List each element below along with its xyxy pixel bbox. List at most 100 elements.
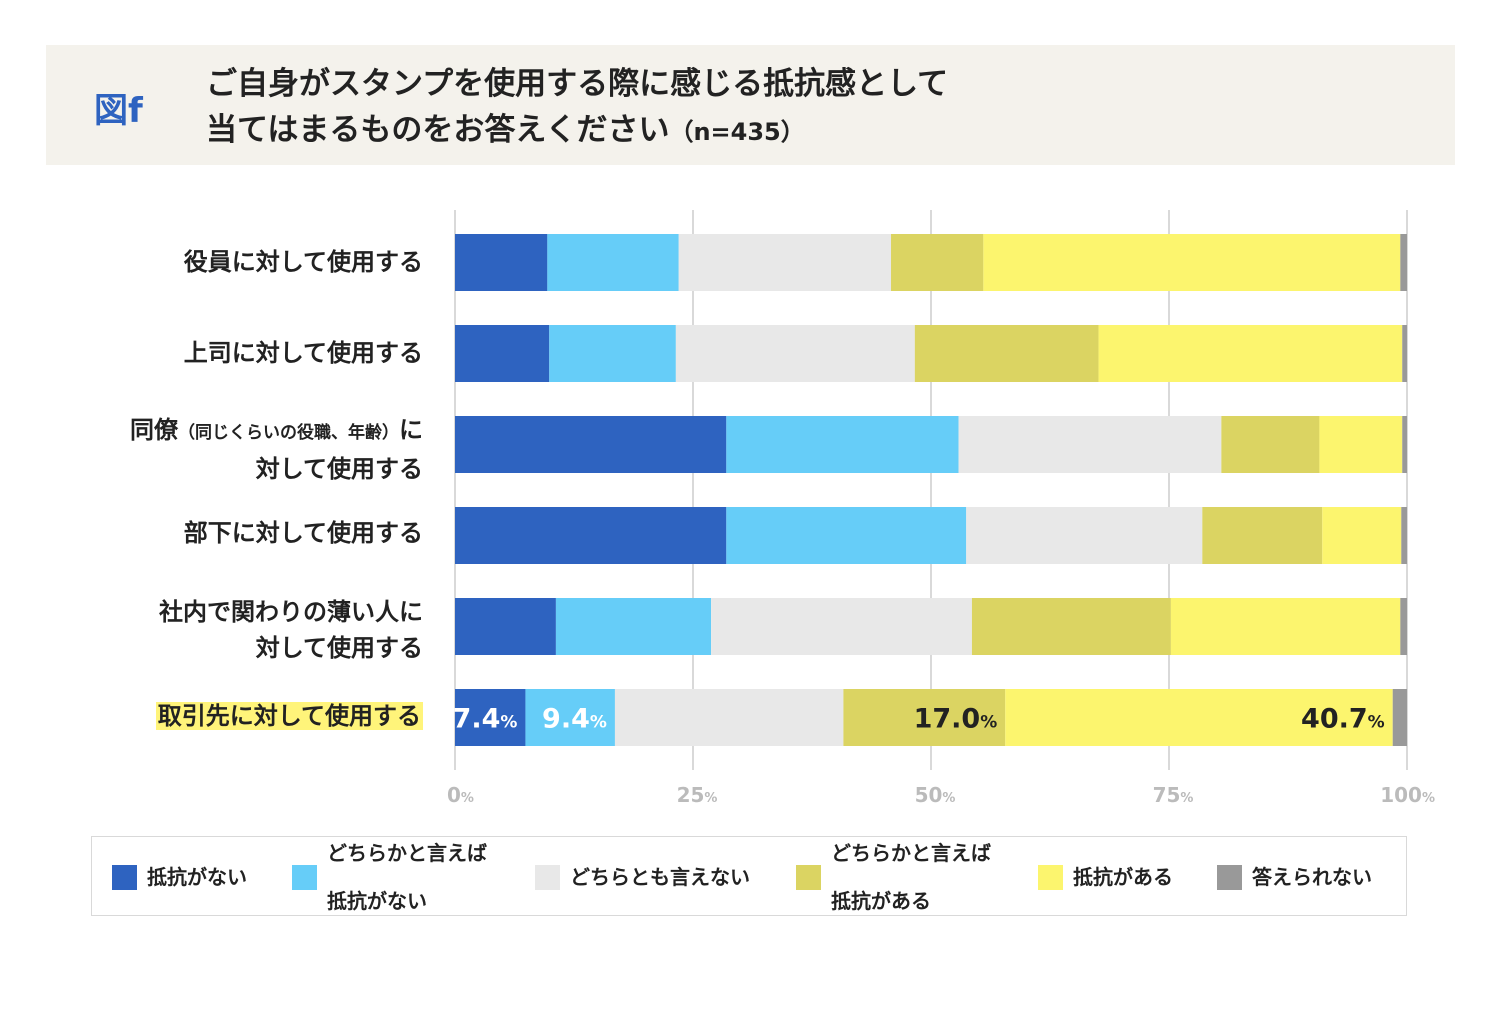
category-label-text: 対して使用する	[255, 455, 423, 483]
category-label: 上司に対して使用する	[184, 335, 423, 371]
data-label-value: 7.4	[453, 704, 501, 735]
x-tick-label: 0%	[447, 783, 474, 807]
bar-segment	[455, 507, 727, 564]
bar-segment	[711, 598, 972, 655]
bar-segment	[1400, 234, 1407, 291]
legend-label-line: どちらかと言えば	[327, 841, 487, 865]
legend-label-line: 抵抗がない	[327, 889, 427, 913]
x-tick-label: 25%	[677, 783, 718, 807]
bar-segment	[614, 689, 844, 746]
category-label-line: 同僚（同じくらいの役職、年齢）に	[130, 412, 423, 451]
bar-segment	[726, 507, 967, 564]
bar-segment	[1402, 416, 1407, 473]
bar-segment	[1202, 507, 1323, 564]
legend-label-line: どちらかと言えば	[831, 841, 991, 865]
legend-item: 答えられない	[1217, 837, 1372, 917]
bar-segment	[1005, 689, 1393, 746]
data-label: 7.4%	[453, 704, 518, 735]
bar-segment	[1400, 598, 1407, 655]
x-tick-value: 75	[1153, 783, 1181, 807]
bar-segment	[675, 325, 915, 382]
data-label-value: 17.0	[914, 704, 981, 735]
data-label: 9.4%	[542, 704, 607, 735]
chart-title: ご自身がスタンプを使用する際に感じる抵抗感として 当てはまるものをお答えください…	[206, 61, 948, 155]
legend-swatch	[1217, 864, 1242, 890]
x-tick-value: 50	[915, 783, 943, 807]
data-label-value: 40.7	[1301, 704, 1368, 735]
x-tick-value: 0	[447, 783, 461, 807]
legend: 抵抗がない どちらかと言えば 抵抗がない どちらとも言えない どちらかと言えば …	[91, 836, 1407, 916]
data-label-value: 9.4	[542, 704, 590, 735]
bar-segment	[549, 325, 676, 382]
category-label-text: 社内で関わりの薄い人に	[159, 598, 423, 626]
bar-segment	[1319, 416, 1403, 473]
bar-segment	[966, 507, 1203, 564]
header-banner: 図f ご自身がスタンプを使用する際に感じる抵抗感として 当てはまるものをお答えく…	[46, 45, 1455, 165]
data-label: 17.0%	[914, 704, 998, 735]
x-tick-value: 25	[677, 783, 705, 807]
bar-segment	[1402, 325, 1407, 382]
bar-segment	[1322, 507, 1402, 564]
legend-item: どちらかと言えば 抵抗がある	[796, 837, 991, 917]
title-line-1: ご自身がスタンプを使用する際に感じる抵抗感として	[206, 66, 949, 102]
bar-segment	[914, 325, 1099, 382]
bar-segment	[958, 416, 1222, 473]
legend-swatch	[796, 864, 821, 890]
bar-segment	[1401, 507, 1407, 564]
category-label: 社内で関わりの薄い人に 対して使用する	[159, 594, 423, 666]
x-tick-unit: %	[461, 791, 474, 806]
bar-segment	[1221, 416, 1320, 473]
bar-segment	[726, 416, 959, 473]
figure-label: 図f	[94, 91, 143, 131]
legend-label: 抵抗がない	[147, 865, 247, 889]
category-label-text: に	[399, 416, 423, 444]
legend-item: 抵抗がない	[112, 837, 247, 917]
category-label: 役員に対して使用する	[184, 244, 423, 280]
category-label-text: 部下に対して使用する	[183, 519, 423, 547]
category-label: 同僚（同じくらいの役職、年齢）に 対して使用する	[130, 412, 423, 487]
x-tick-label: 50%	[915, 783, 956, 807]
category-label-text: 役員に対して使用する	[183, 248, 423, 276]
data-label: 40.7%	[1301, 704, 1385, 735]
bar-segment	[555, 598, 712, 655]
legend-swatch	[292, 864, 317, 890]
legend-swatch	[112, 864, 137, 890]
bar-segment	[455, 689, 526, 746]
legend-item: どちらとも言えない	[535, 837, 750, 917]
category-label-text: 対して使用する	[255, 634, 423, 662]
legend-item: どちらかと言えば 抵抗がない	[292, 837, 487, 917]
sample-size: （n=435）	[669, 118, 805, 146]
legend-label: どちらとも言えない	[570, 865, 750, 889]
bar-segment	[843, 689, 1006, 746]
bar-segment	[455, 416, 727, 473]
title-line-2: 当てはまるものをお答えください（n=435）	[206, 107, 948, 155]
legend-label-line: 抵抗がある	[831, 889, 931, 913]
x-tick-unit: %	[704, 791, 717, 806]
bar-segment	[547, 234, 679, 291]
category-label-text: 上司に対して使用する	[183, 339, 423, 367]
bar-segment	[455, 234, 548, 291]
x-tick-unit: %	[942, 791, 955, 806]
data-label-unit: %	[590, 713, 607, 733]
bar-segment	[1098, 325, 1403, 382]
bar-segment	[983, 234, 1401, 291]
category-label-text: 同僚	[130, 416, 178, 444]
category-label-text: 取引先に対して使用する	[155, 702, 423, 730]
bar-segment	[678, 234, 892, 291]
legend-swatch	[535, 864, 560, 890]
bar-segment	[1170, 598, 1401, 655]
legend-label: 答えられない	[1252, 865, 1372, 889]
legend-label: どちらかと言えば 抵抗がない	[327, 817, 487, 937]
legend-label: どちらかと言えば 抵抗がある	[831, 817, 991, 937]
legend-label: 抵抗がある	[1073, 865, 1173, 889]
bar-segment	[1392, 689, 1407, 746]
x-tick-unit: %	[1180, 791, 1193, 806]
bar-segment	[971, 598, 1171, 655]
x-tick-value: 100	[1380, 783, 1422, 807]
bar-segment	[455, 598, 556, 655]
x-tick-label: 75%	[1153, 783, 1194, 807]
bar-segment	[891, 234, 984, 291]
x-tick-label: 100%	[1380, 783, 1435, 807]
stacked-bar-chart: 7.4% 9.4% 17.0% 40.7%0% 25% 50% 75% 100%	[447, 210, 1435, 807]
category-label-highlighted: 取引先に対して使用する	[155, 698, 423, 734]
